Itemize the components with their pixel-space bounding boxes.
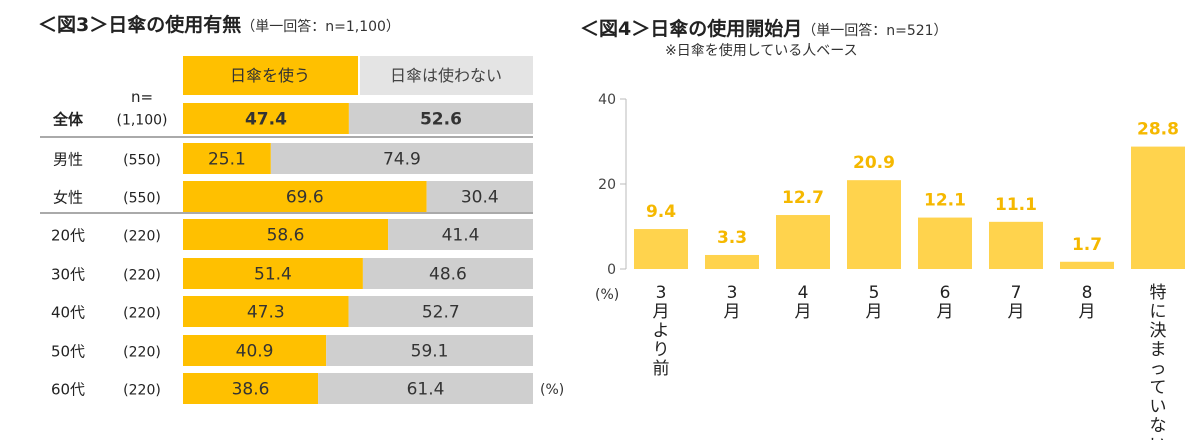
bar-value-label: 28.8 [1137, 120, 1179, 140]
bar-use-segment [183, 373, 319, 404]
bar-use-value: 40.9 [236, 342, 274, 362]
pct-unit-label: (%) [540, 382, 564, 398]
bar-not-use-value: 74.9 [383, 150, 421, 170]
bar-use-value: 47.4 [245, 110, 287, 130]
bar-value-label: 20.9 [853, 153, 895, 173]
bar-use-value: 47.3 [247, 303, 285, 323]
fig3-subtitle: （単一回答：n=1,100） [241, 19, 400, 35]
bar-use-segment [183, 181, 427, 212]
bar-value-label: 11.1 [995, 195, 1037, 215]
bar-use-segment [183, 143, 271, 174]
bar-not-use-segment [362, 258, 533, 289]
fig3-title-block: ＜図3＞日傘の使用有無（単一回答：n=1,100） [38, 10, 400, 37]
x-category-label: 特に決まっていない [1150, 283, 1167, 440]
bar-not-use-segment [326, 335, 533, 366]
fig4-title: ＜図4＞日傘の使用開始月 [580, 18, 803, 40]
bar-not-use-value: 59.1 [411, 342, 449, 362]
bar-not-use-value: 61.4 [407, 380, 445, 400]
bar-use-value: 38.6 [232, 380, 270, 400]
fig4-subtitle: （単一回答：n=521） [802, 23, 948, 39]
bar [634, 229, 688, 269]
bar [1131, 146, 1185, 269]
bar-value-label: 12.1 [924, 191, 966, 211]
row-n: (220) [123, 268, 161, 284]
bar-not-use-segment [348, 296, 533, 327]
row-label: 全体 [52, 111, 84, 129]
bar-use-value: 58.6 [267, 226, 305, 246]
bar-use-segment [183, 258, 363, 289]
x-category-label: 3 月より前 [653, 283, 670, 379]
y-tick-label: 40 [598, 92, 616, 108]
fig3-title: ＜図3＞日傘の使用有無 [38, 14, 242, 36]
bar-not-use-value: 52.7 [422, 303, 460, 323]
bar-use-value: 69.6 [286, 188, 324, 208]
row-n: (550) [123, 153, 161, 169]
bar-value-label: 1.7 [1072, 235, 1102, 255]
bar-value-label: 12.7 [782, 188, 824, 208]
y-tick-label: 0 [607, 262, 616, 278]
bar-use-value: 51.4 [254, 265, 292, 285]
bar-value-label: 3.3 [717, 228, 747, 248]
n-header: n= [131, 88, 153, 106]
bar-not-use-segment [348, 103, 533, 134]
bar [847, 180, 901, 269]
legend-not-use-swatch [360, 56, 533, 95]
bar-not-use-value: 52.6 [420, 110, 462, 130]
bar [1060, 261, 1114, 269]
row-label: 男性 [53, 151, 83, 169]
bar-not-use-value: 30.4 [461, 188, 499, 208]
bar [989, 221, 1043, 269]
bar-use-value: 25.1 [208, 150, 246, 170]
fig3-stacked-bar-chart: 日傘を使う 日傘は使わない n= 47.4 52.6 全体 (1,100) 25.1 74.9 男… [40, 56, 564, 404]
row-n: (1,100) [116, 113, 167, 129]
bar-use-segment [183, 219, 389, 250]
fig4-note: ※日傘を使用している人ベース [665, 43, 858, 59]
fig4-title-block: ＜図4＞日傘の使用開始月（単一回答：n=521） [580, 14, 948, 41]
row-label: 50代 [51, 343, 85, 361]
bar [705, 254, 759, 269]
bar-use-segment [183, 103, 349, 134]
bar-not-use-value: 48.6 [429, 265, 467, 285]
fig4-bar-chart: 0 20 40 (%) 9.4 3 月より前 3.3 3 月 12.7 4 月 20.9 5 月 12.1 6 月 1… [595, 92, 1185, 440]
y-tick-label: 20 [598, 177, 616, 193]
row-label: 20代 [51, 227, 85, 245]
row-n: (550) [123, 191, 161, 207]
row-n: (220) [123, 229, 161, 245]
bar-value-label: 9.4 [646, 202, 676, 222]
bar-not-use-segment [318, 373, 533, 404]
row-n: (220) [123, 383, 161, 399]
row-n: (220) [123, 306, 161, 322]
row-label: 40代 [51, 304, 85, 322]
legend-use-swatch [183, 56, 358, 95]
bar [918, 217, 972, 269]
bar-use-segment [183, 296, 349, 327]
bar-not-use-segment [426, 181, 533, 212]
row-n: (220) [123, 345, 161, 361]
bar [776, 215, 830, 269]
row-label: 60代 [51, 381, 85, 399]
bar-use-segment [183, 335, 327, 366]
row-label: 30代 [51, 266, 85, 284]
bar-not-use-segment [270, 143, 533, 174]
row-label: 女性 [53, 189, 83, 207]
pct-unit-label: (%) [595, 287, 619, 303]
bar-not-use-segment [388, 219, 533, 250]
bar-not-use-value: 41.4 [442, 226, 480, 246]
legend-not-use-label: 日傘は使わない [390, 66, 502, 85]
legend-use-label: 日傘を使う [230, 66, 310, 85]
